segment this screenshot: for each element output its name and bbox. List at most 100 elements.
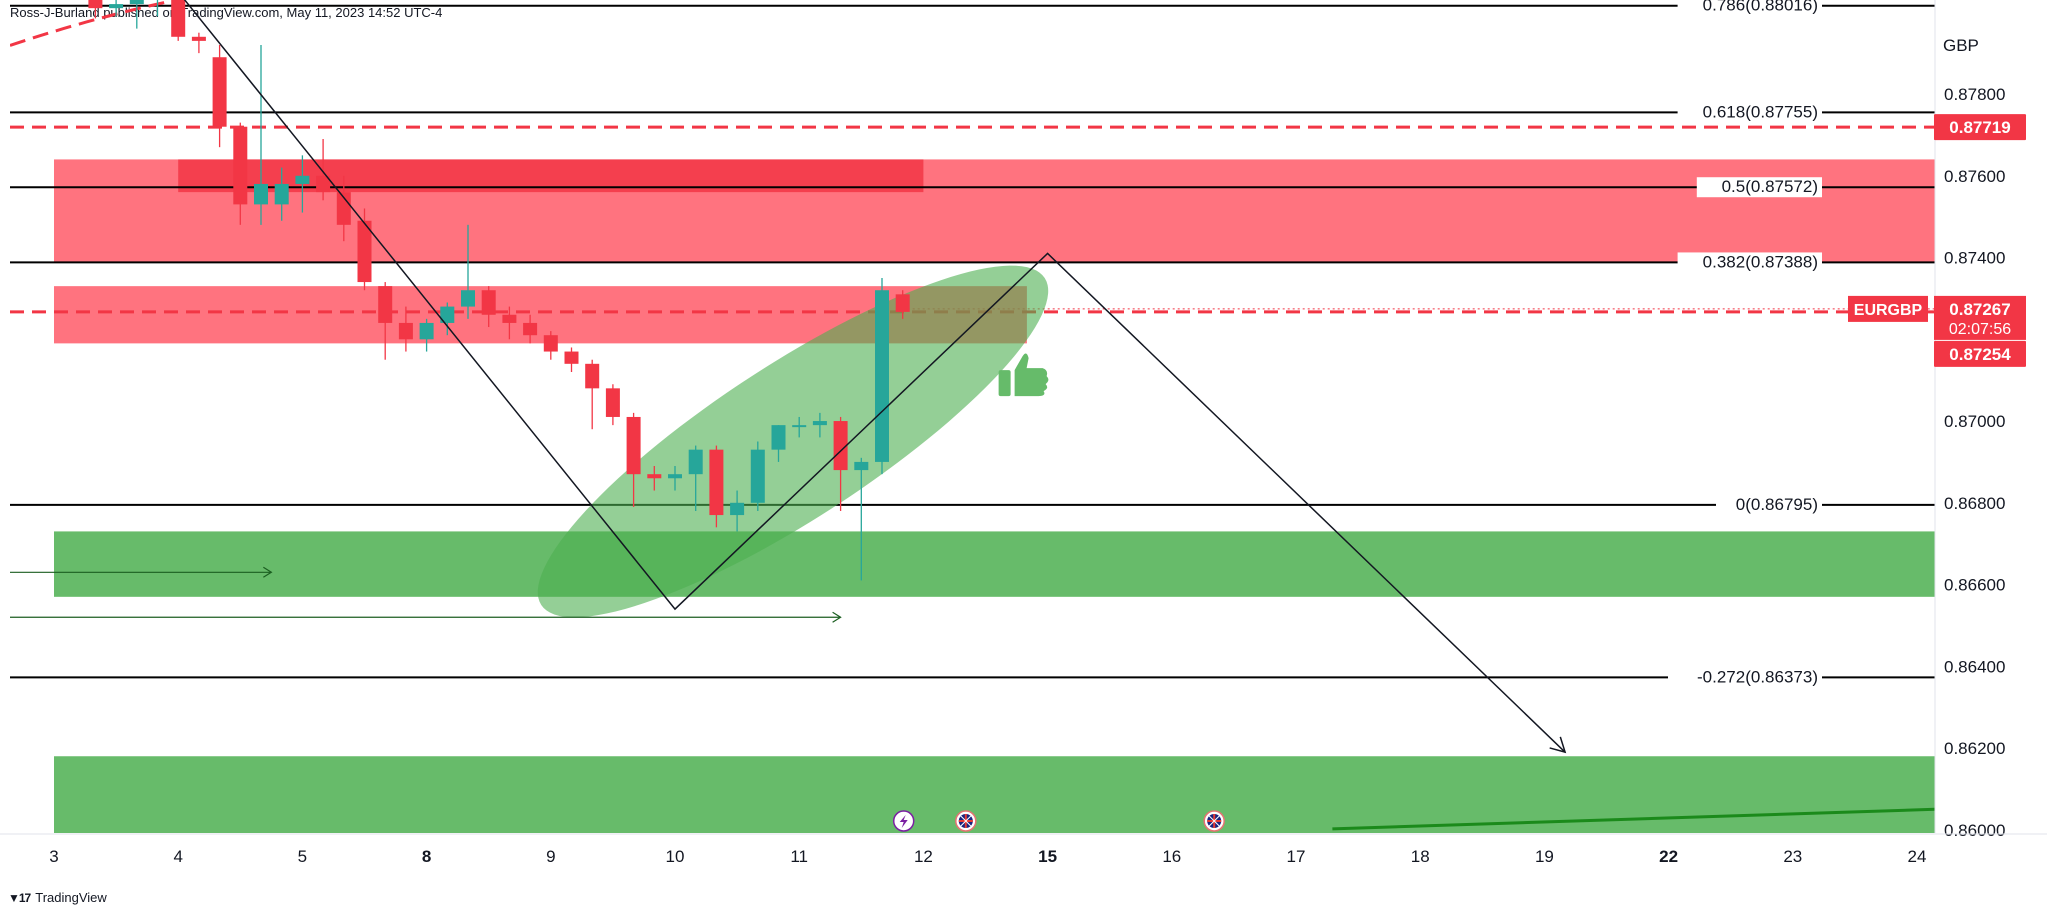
price-badge-0.87254: 0.87254 xyxy=(1934,340,2026,367)
candle-15 xyxy=(398,306,413,352)
x-tick-label-13: 22 xyxy=(1659,847,1678,866)
candle-25 xyxy=(605,384,620,426)
candle-10 xyxy=(295,155,310,213)
x-tick-label-3: 8 xyxy=(422,847,431,866)
candle-22 xyxy=(543,331,558,360)
candle-body xyxy=(709,449,724,516)
footer-brand: TradingView xyxy=(35,890,107,905)
candle-body xyxy=(812,421,827,426)
fib-label-bg-5 xyxy=(1668,667,1822,688)
zone-arrow-0 xyxy=(10,566,273,578)
plot-area xyxy=(10,0,1935,833)
thumb-hand xyxy=(1014,353,1049,397)
candle-body xyxy=(564,351,579,364)
y-tick-label-7: 0.86200 xyxy=(1944,739,2005,758)
y-tick-label-2: 0.87400 xyxy=(1944,249,2005,268)
symbol-badge-text: EURGBP xyxy=(1854,302,1923,319)
candle-3 xyxy=(156,0,159,17)
x-tick-label-14: 23 xyxy=(1783,847,1802,866)
x-tick-label-6: 11 xyxy=(790,847,808,866)
candle-27 xyxy=(647,466,662,491)
candle-body xyxy=(647,474,662,479)
candle-body xyxy=(771,425,786,450)
candle-body xyxy=(129,0,144,5)
candle-body xyxy=(336,192,351,225)
fib-label-0: 0.786(0.88016) xyxy=(1703,0,1818,15)
lightning-icon-0[interactable] xyxy=(892,810,915,832)
candle-30 xyxy=(709,445,724,528)
symbol-badge-bg xyxy=(1848,295,1928,322)
candle-26 xyxy=(626,412,641,507)
candle-body xyxy=(502,314,517,323)
fib-label-3: 0.382(0.87388) xyxy=(1703,252,1818,271)
y-tick-label-1: 0.87600 xyxy=(1944,167,2005,186)
candle-body xyxy=(440,306,455,323)
candle-24 xyxy=(585,359,600,430)
last-price-bg xyxy=(1934,295,2026,340)
candle-body xyxy=(730,502,745,516)
lightning-glyph xyxy=(899,815,908,828)
zone-arrow-head xyxy=(832,611,842,623)
candle-37 xyxy=(854,457,869,581)
x-tick-label-0: 3 xyxy=(49,847,58,866)
candle-body xyxy=(605,388,620,417)
demand-zone-1 xyxy=(54,756,1935,833)
highlight-ellipse xyxy=(537,265,1049,618)
candle-0 xyxy=(88,0,103,19)
candle-14 xyxy=(378,282,393,360)
candle-1 xyxy=(109,0,124,17)
candle-32 xyxy=(750,441,765,511)
uk-flag-icon-2[interactable] xyxy=(1203,810,1225,832)
candle-body xyxy=(543,335,558,352)
candle-body xyxy=(295,175,310,184)
fib-label-bg-1 xyxy=(1677,102,1822,123)
candle-body xyxy=(398,322,413,340)
candle-body xyxy=(750,449,765,503)
candle-18 xyxy=(461,224,475,319)
candle-19 xyxy=(481,286,496,328)
candle-11 xyxy=(316,138,331,201)
price-badge-0.87719-text: 0.87719 xyxy=(1949,118,2010,137)
x-tick-label-7: 12 xyxy=(914,847,933,866)
candle-12 xyxy=(336,175,351,242)
candle-body xyxy=(316,175,331,193)
fib-label-bg-4 xyxy=(1716,494,1822,515)
candle-body xyxy=(523,322,538,336)
y-tick-label-6: 0.86400 xyxy=(1944,657,2005,676)
candle-body xyxy=(419,322,434,340)
candle-4 xyxy=(171,0,186,41)
candle-body xyxy=(233,126,248,205)
top-dashed-curve xyxy=(10,0,184,47)
candle-5 xyxy=(191,32,206,54)
fib-label-2: 0.5(0.87572) xyxy=(1722,177,1818,196)
candle-body xyxy=(626,416,641,475)
fib-label-bg-0 xyxy=(1677,0,1822,16)
candle-20 xyxy=(502,306,517,340)
candle-21 xyxy=(523,314,538,344)
y-tick-label-0: 0.87800 xyxy=(1944,85,2005,104)
candle-23 xyxy=(564,347,579,372)
candle-body xyxy=(875,290,889,462)
x-tick-label-11: 18 xyxy=(1411,847,1430,866)
y-tick-label-4: 0.86800 xyxy=(1944,494,2005,513)
flag-diag-2 xyxy=(1208,815,1220,827)
candle-body xyxy=(481,290,496,315)
uk-flag-icon-1[interactable] xyxy=(955,810,977,832)
x-tick-label-5: 10 xyxy=(666,847,685,866)
candle-34 xyxy=(792,416,807,438)
candle-28 xyxy=(668,466,682,491)
thumb-cuff xyxy=(998,370,1011,397)
candle-7 xyxy=(233,122,248,225)
x-tick-label-9: 16 xyxy=(1162,847,1181,866)
candle-2 xyxy=(129,0,144,29)
last-price-badge: 0.87267 02:07:56 xyxy=(1934,295,2026,340)
candle-31 xyxy=(730,490,745,532)
price-badge-0.87719-bg xyxy=(1934,114,2026,141)
candle-29 xyxy=(688,445,703,511)
x-tick-label-4: 9 xyxy=(546,847,555,866)
candle-body xyxy=(854,461,869,471)
candle-body xyxy=(668,474,682,479)
demand-zone-0 xyxy=(54,531,1935,597)
